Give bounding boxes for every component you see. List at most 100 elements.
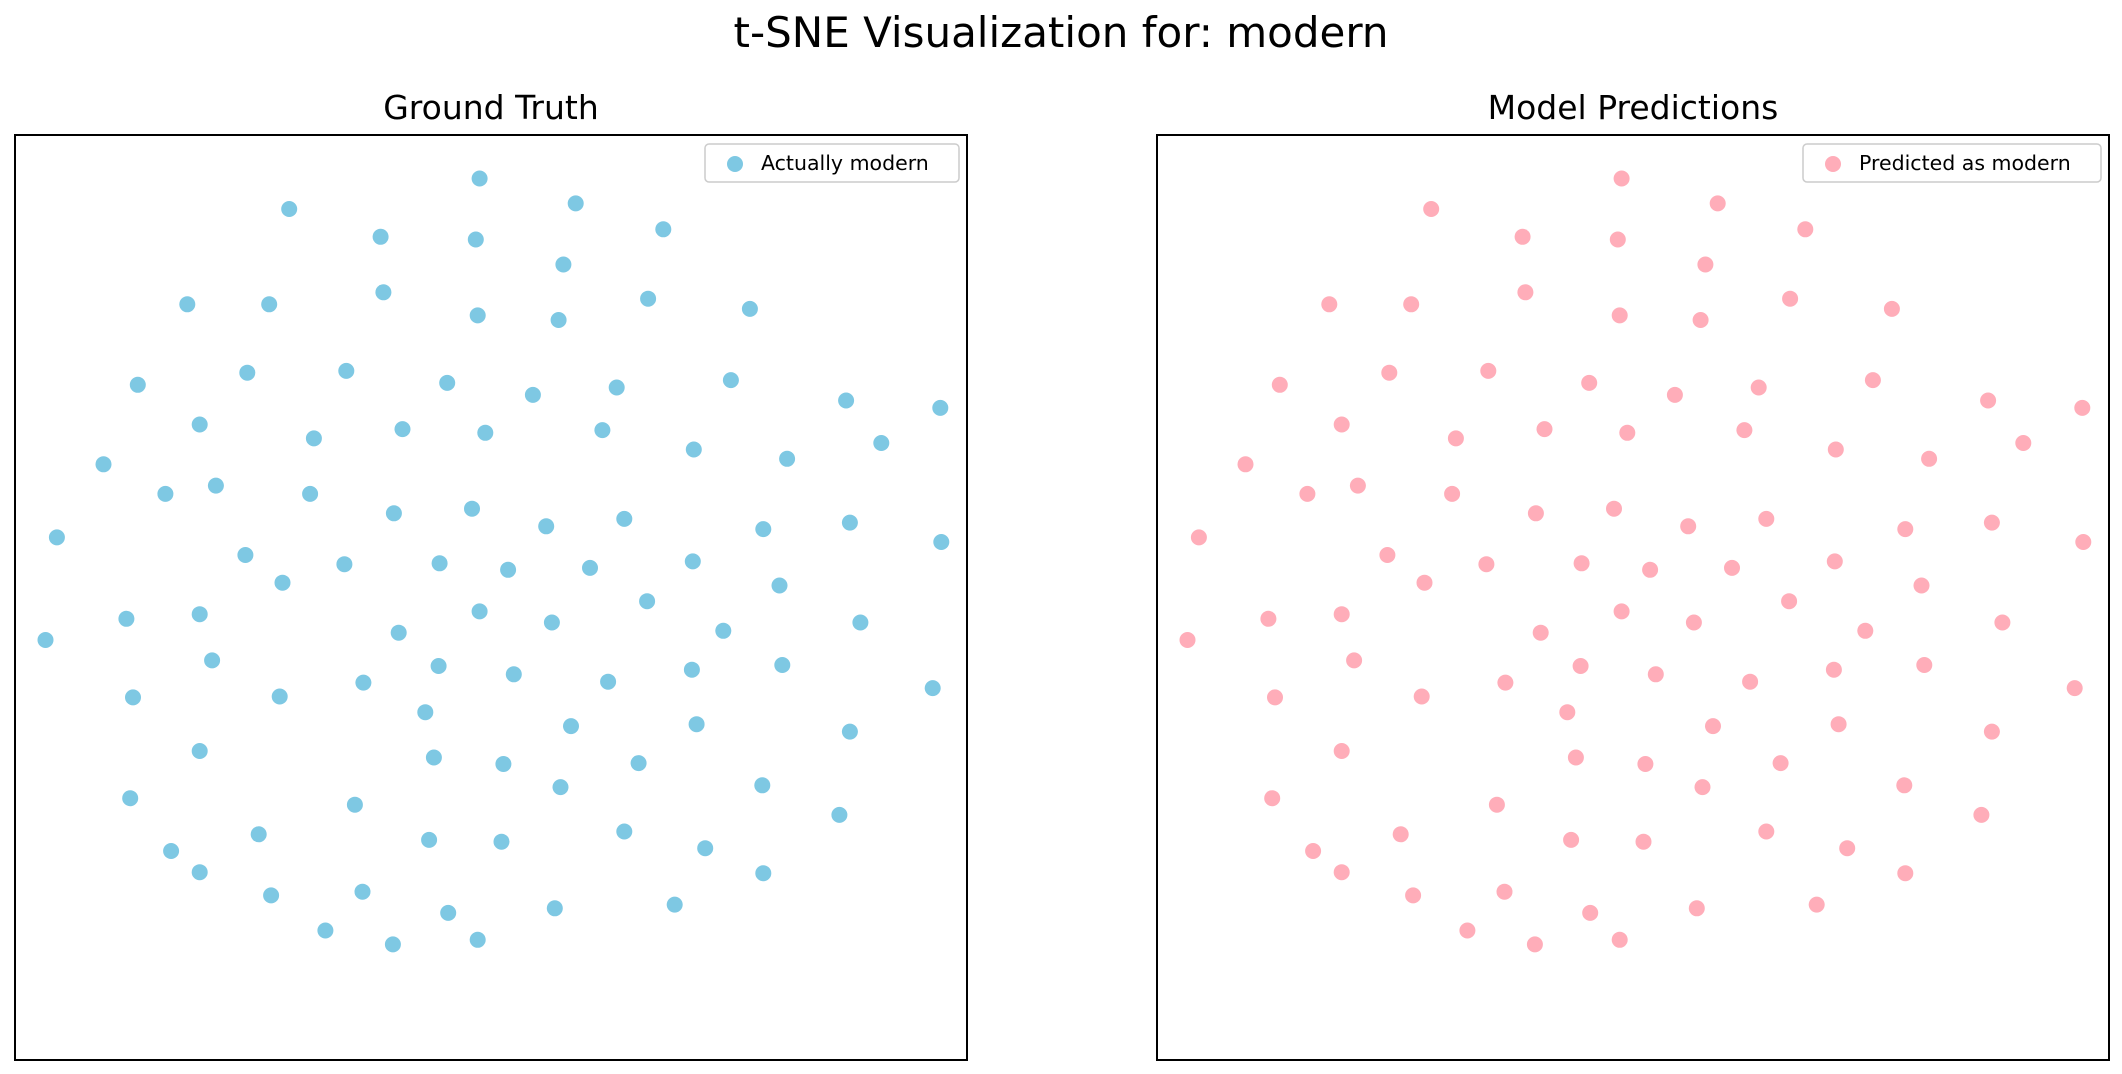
scatter-point [1267,689,1283,706]
scatter-point [477,424,494,441]
scatter-point [567,195,584,212]
scatter-point [1497,674,1514,691]
scatter-point [873,435,890,451]
scatter-point [430,658,447,674]
scatter-point [538,518,555,535]
scatter-point [1758,823,1775,840]
scatter-point [1582,904,1599,921]
scatter-point [440,904,457,921]
scatter-point [1305,843,1322,859]
scatter-point [1827,441,1844,458]
scatter-point [755,521,772,538]
scatter-point [715,622,732,639]
scatter-point [1797,221,1814,238]
scatter-point [1611,307,1628,324]
scatter-point [1782,290,1799,307]
scatter-point [722,372,739,389]
scatter-point [390,624,407,641]
scatter-point [1606,500,1622,517]
legend: Actually modern [704,143,960,183]
scatter-point [191,606,208,623]
scatter-point [1260,610,1277,627]
scatter-point [204,652,221,669]
scatter-point [118,610,135,627]
scatter-point [385,505,402,522]
scatter-point [48,529,65,546]
scatter-point [1857,622,1874,639]
legend-frame [1802,143,2102,183]
scatter-point [1179,632,1196,648]
scatter-point [2066,680,2083,697]
scatter-point [932,399,949,416]
scatter-point [261,296,278,313]
scatter-point [1349,477,1366,494]
scatter-point [467,231,484,248]
scatter-point [191,743,208,759]
scatter-point [1913,577,1930,594]
scatter-point [1573,555,1590,572]
scatter-point [425,749,442,766]
scatter-point [655,221,672,238]
scatter-point [685,441,702,458]
subplot-title: Model Predictions [1488,88,1779,127]
scatter-point [1864,372,1881,389]
scatter-point [1299,485,1316,502]
scatter-point [1264,790,1281,807]
scatter-point [1666,386,1683,403]
scatter-point [1772,755,1789,772]
scatter-point [546,900,563,917]
scatter-point [394,421,411,438]
scatter-point [1642,561,1659,578]
scatter-point [157,485,174,502]
scatter-point [771,577,788,594]
scatter-point [1333,864,1350,881]
legend-label: Predicted as modern [1859,151,2071,175]
scatter-point [125,689,141,706]
scatter-point [1611,931,1628,948]
scatter-point [338,362,355,379]
scatter-point [640,290,657,307]
scatter-point [616,510,633,527]
scatter-point [271,688,288,705]
scatter-point [336,556,353,573]
scatter-point [1190,529,1207,546]
scatter-point [1697,256,1714,273]
scatter-point [831,806,848,823]
scatter-point [630,755,647,772]
scatter-points [37,170,950,953]
scatter-point [1609,231,1626,248]
scatter-point [1613,603,1630,620]
scatter-point [543,614,560,631]
scatter-point [552,779,569,796]
scatter-point [1635,833,1652,850]
scatter-point [421,831,438,848]
scatter-point [1983,723,2000,740]
scatter-point [1921,450,1938,467]
scatter-point [754,777,771,794]
scatter-point [1983,514,2000,531]
scatter-point [355,674,372,691]
scatter-point [1572,658,1589,674]
scatter-point [684,553,701,570]
scatter-point [471,170,488,187]
scatter-point [1808,896,1825,913]
scatter-point [1416,574,1433,591]
scatter-point [207,477,224,494]
scatter-point [2075,534,2092,550]
scatter-point [1685,614,1702,631]
subplot-2: Model Predictions Predicted as modern [1156,88,2110,1061]
scatter-point [852,614,869,631]
scatter-point [616,823,633,840]
scatter-point [1514,228,1531,245]
scatter-point [1405,887,1422,904]
scatter-point [1423,201,1440,217]
scatter-point [1916,657,1933,673]
scatter-point [1532,624,1549,641]
scatter-point [1758,510,1775,527]
scatter-point [1613,170,1630,187]
scatter-point [608,379,625,396]
scatter-point [1897,521,1914,538]
scatter-point [1488,796,1505,813]
